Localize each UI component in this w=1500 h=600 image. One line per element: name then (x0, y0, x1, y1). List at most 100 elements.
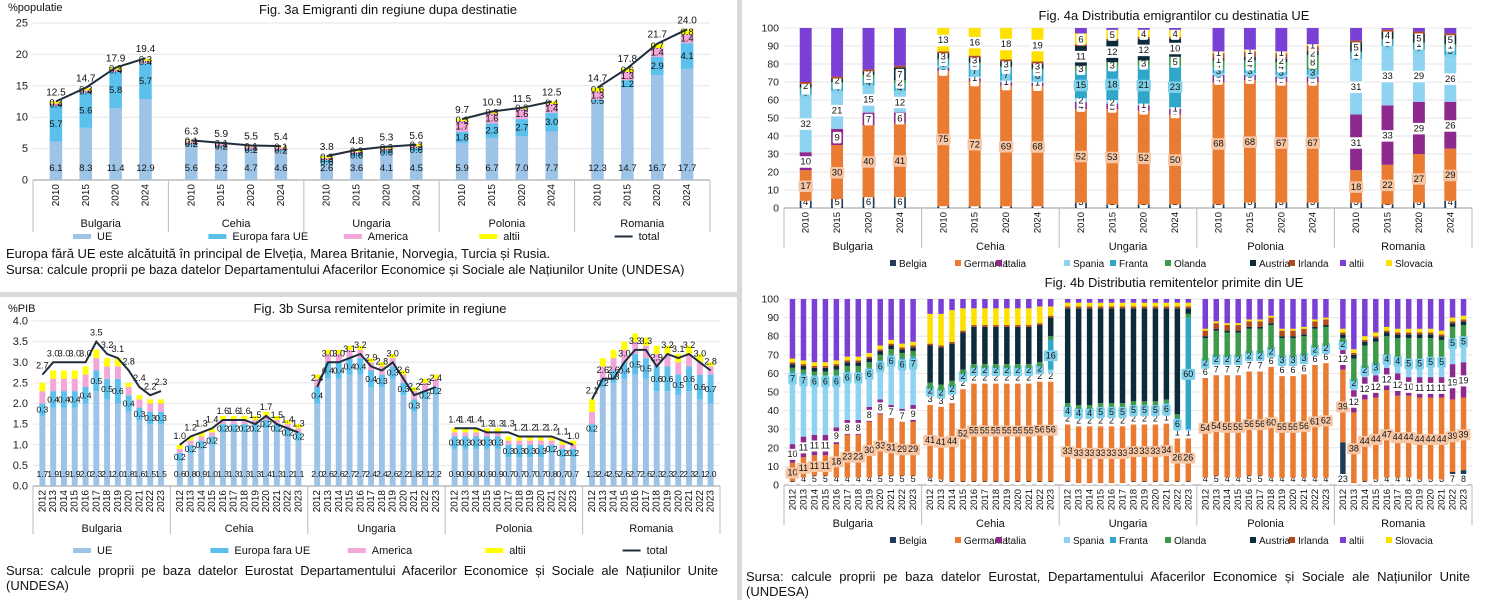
x-tick-label: 2022 (1035, 489, 1046, 510)
data-label: 0.3 (513, 446, 525, 456)
x-tick-label: 2020 (1150, 489, 1161, 510)
data-label: 13 (938, 35, 949, 46)
bar-america (589, 411, 595, 425)
data-label: 16 (969, 37, 980, 48)
total-label: 3.0 (333, 348, 346, 358)
segment-slovacia (1130, 302, 1137, 307)
segment-altii (1169, 28, 1182, 30)
data-label-bg (1115, 447, 1130, 459)
bar-europa-fara-ue (696, 374, 703, 400)
data-label: 0.3 (109, 64, 122, 75)
data-label: 12 (895, 97, 906, 108)
bar-ue (214, 147, 228, 180)
data-label: 0.7 (535, 469, 547, 479)
data-label-bg (1233, 364, 1243, 376)
bar-altii (273, 415, 280, 420)
x-tick-label: 2019 (250, 490, 261, 513)
data-label: 2.3 (90, 469, 102, 479)
x-tick-label: 2017 (980, 489, 991, 510)
data-label-bg (1162, 404, 1171, 416)
bar-ue (252, 432, 259, 486)
data-label: 0.6 (651, 374, 663, 384)
segment-austria (833, 365, 840, 370)
data-label: 1.3 (271, 469, 283, 479)
data-label-bg (1380, 179, 1395, 192)
segment-austria (1246, 326, 1252, 329)
data-label: 44 (1393, 432, 1403, 442)
data-label: 26 (1183, 453, 1193, 463)
bar-ue (527, 457, 534, 486)
x-tick-label: 2010 (593, 184, 604, 207)
data-label: 11 (821, 441, 830, 451)
data-label: 56 (1244, 419, 1254, 429)
bar-altii (432, 374, 439, 379)
total-label: 14.7 (76, 74, 96, 85)
bar-ue (230, 432, 237, 486)
data-label: 0.1 (274, 142, 287, 153)
legend-swatch-altii (479, 234, 498, 239)
segment-altii (1444, 28, 1457, 34)
segment-altii (1438, 299, 1445, 331)
data-label-bg (1105, 46, 1120, 58)
bar-europa-fara-ue (389, 366, 396, 379)
bar-europa-fara-ue (241, 424, 248, 433)
data-label: 0.3 (350, 146, 363, 157)
bar-ue (473, 448, 480, 486)
data-label-bg (1390, 380, 1405, 392)
data-label-bg (1181, 452, 1196, 464)
bar-ue (505, 457, 512, 486)
note-europe-definition: Europa fără UE este alcătuită în princip… (6, 246, 551, 261)
segment-irlanda (1246, 321, 1252, 327)
data-label: 0.7 (503, 469, 515, 479)
bar-altii (451, 428, 458, 433)
segment-austria (1257, 326, 1263, 329)
bar-america (610, 358, 617, 371)
segment-altii (1185, 299, 1192, 303)
bar-altii (79, 88, 93, 91)
x-tick-label: 2021 (409, 490, 420, 513)
data-label-bg (970, 55, 980, 67)
segment-austria (1213, 328, 1219, 331)
segment-olanda (888, 349, 894, 355)
x-tick-label: 2014 (196, 490, 207, 513)
x-tick-label: 2023 (1183, 489, 1194, 510)
legend-swatch-belgia (890, 260, 896, 266)
bar-ue (60, 407, 67, 486)
data-label: 0.2 (271, 423, 283, 433)
data-label: 68 (1213, 139, 1224, 150)
data-label: 5 (812, 474, 817, 484)
segment-irlanda (1174, 306, 1181, 309)
total-label: 2.4 (430, 373, 443, 383)
data-label: 2.7 (344, 469, 356, 479)
x-tick-label: 2014 (334, 490, 345, 513)
data-label-bg (967, 138, 982, 151)
data-label: 11 (1415, 383, 1424, 393)
total-label: 2.6 (597, 365, 610, 375)
total-label: 3.3 (629, 336, 642, 346)
bar-america (284, 424, 291, 429)
data-label: 1 (1279, 48, 1284, 59)
data-label: 41 (895, 156, 906, 167)
data-label: 0.2 (586, 423, 598, 433)
data-label-bg (1411, 173, 1427, 185)
segment-austria (1141, 308, 1148, 402)
segment-altii (960, 299, 966, 309)
bar-altii (591, 87, 604, 92)
data-label: 2 (1078, 96, 1083, 107)
total-label: 2.4 (133, 373, 146, 383)
data-label: 1.6 (515, 109, 528, 120)
data-label: 0.3 (524, 446, 536, 456)
total-label: 1.6 (227, 406, 240, 416)
data-label: 1.8 (408, 469, 420, 479)
total-label: 3.0 (618, 348, 631, 358)
bar-europa-fara-ue (653, 366, 660, 392)
segment-irlanda (1097, 306, 1104, 309)
panel-fig3b: Fig. 3b Sursa remitentelor primite in re… (0, 297, 737, 600)
bar-ue (50, 407, 57, 486)
data-label: 0.2 (260, 419, 272, 429)
total-label: 5.9 (214, 129, 228, 140)
data-label: 7 (1003, 70, 1008, 81)
x-tick-label: 2021 (547, 490, 558, 513)
segment-irlanda (1141, 306, 1148, 309)
data-label: 2.6 (320, 163, 333, 174)
